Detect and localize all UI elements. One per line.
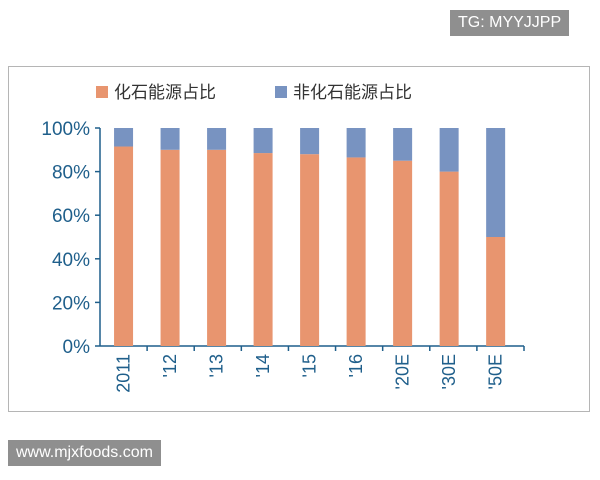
y-tick-label: 0% [63, 337, 91, 358]
x-tick-label: '15 [300, 354, 320, 377]
bar-fossil [160, 149, 180, 346]
x-tick-label: '12 [160, 354, 180, 377]
watermark-bottom: www.mjxfoods.com [8, 440, 161, 466]
bar-non-fossil [486, 128, 506, 237]
x-tick-label: 2011 [114, 354, 134, 393]
x-tick-label: '14 [253, 354, 273, 377]
bar-non-fossil [207, 128, 227, 150]
bar-fossil [207, 149, 227, 346]
bar-fossil [114, 146, 134, 346]
bar-non-fossil [300, 128, 320, 155]
y-tick-label: 80% [52, 163, 90, 184]
y-tick-label: 40% [52, 250, 90, 271]
watermark-top: TG: MYYJJPP [450, 10, 570, 36]
bar-fossil [253, 153, 273, 346]
bar-fossil [393, 160, 413, 346]
bar-fossil [346, 157, 366, 346]
bar-non-fossil [393, 128, 413, 161]
bar-non-fossil [346, 128, 366, 158]
bar-non-fossil [439, 128, 459, 172]
bar-fossil [486, 237, 506, 346]
bar-fossil [439, 171, 459, 346]
x-tick-label: '30E [439, 354, 459, 389]
y-tick-label: 20% [52, 293, 90, 314]
bar-non-fossil [114, 128, 134, 147]
x-tick-label: '13 [207, 354, 227, 377]
y-tick-label: 100% [41, 119, 90, 140]
y-tick-label: 60% [52, 206, 90, 227]
x-tick-label: '20E [393, 354, 413, 389]
legend-swatch [275, 86, 287, 98]
bar-fossil [300, 154, 320, 346]
x-tick-label: '16 [346, 354, 366, 377]
legend-label: 化石能源占比 [114, 83, 216, 103]
legend-swatch [96, 86, 108, 98]
legend-label: 非化石能源占比 [293, 83, 412, 103]
x-tick-label: '50E [486, 354, 506, 389]
bar-non-fossil [253, 128, 273, 154]
chart-frame [8, 66, 590, 412]
bar-non-fossil [160, 128, 180, 150]
